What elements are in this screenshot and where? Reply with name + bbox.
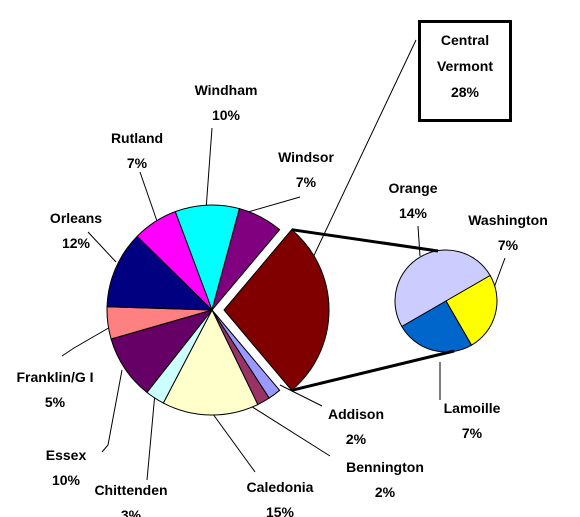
- category-label: Caledonia: [246, 479, 314, 495]
- leader-line: [417, 225, 421, 257]
- secondary-slice: [445, 274, 498, 346]
- leader-line: [279, 384, 323, 407]
- leader-line: [209, 409, 256, 473]
- value-label: 2%: [374, 484, 396, 500]
- pie-slice: [136, 211, 213, 311]
- leader-line: [247, 196, 301, 213]
- category-label: Bennington: [346, 459, 424, 475]
- slice-label: Addison 2%: [328, 402, 384, 452]
- slice-label: Windsor 7%: [278, 145, 334, 195]
- slice-label: Chittenden 3%: [94, 478, 167, 517]
- slice-label: Bennington 2%: [346, 455, 424, 505]
- pie-slice: [162, 308, 259, 416]
- value-label: 2%: [345, 431, 367, 447]
- category-label: Washington: [468, 212, 548, 228]
- leader-line: [205, 127, 213, 211]
- category-label: Orleans: [49, 210, 103, 226]
- secondary-label: Washington 7%: [468, 208, 548, 258]
- callout-box: Central Vermont 28%: [418, 20, 512, 122]
- category-label: Franklin/G I: [16, 369, 94, 385]
- value-label: 7%: [295, 174, 317, 190]
- category-label: Chittenden: [94, 482, 168, 498]
- pie-slice: [211, 208, 281, 311]
- category-label: Rutland: [110, 130, 164, 146]
- value-label: 7%: [497, 237, 519, 253]
- category-label: Windsor: [278, 149, 334, 165]
- pie-slice: [106, 235, 214, 311]
- connector-line: [291, 349, 455, 392]
- leader-line: [61, 325, 113, 357]
- slice-label: Rutland 7%: [111, 126, 163, 176]
- category-label: Central Vermont: [436, 32, 493, 74]
- category-label: Essex: [45, 447, 87, 463]
- leader-line: [87, 231, 117, 263]
- value-label: 10%: [211, 107, 241, 123]
- slice-label: Franklin/G I 5%: [16, 365, 93, 415]
- value-label: 12%: [61, 235, 91, 251]
- leader-line: [146, 392, 156, 481]
- value-label: 7%: [461, 425, 483, 441]
- value-label: 15%: [265, 504, 295, 517]
- slice-label: Essex 10%: [46, 443, 86, 493]
- value-label: 3%: [120, 507, 142, 517]
- category-label: Orange: [388, 180, 438, 196]
- slice-label: Windham 10%: [195, 78, 258, 128]
- leader-line: [139, 171, 159, 225]
- value-label: 7%: [126, 155, 148, 171]
- secondary-label: Lamoille 7%: [444, 396, 501, 446]
- leader-line: [101, 369, 123, 453]
- connector-line: [291, 228, 439, 253]
- pie-slice: [223, 228, 330, 392]
- value-label: 5%: [44, 394, 66, 410]
- category-label: Addison: [328, 406, 384, 422]
- secondary-slice: [394, 249, 491, 328]
- value-label: 28%: [450, 84, 480, 100]
- secondary-slice: [401, 300, 473, 353]
- category-label: Windham: [194, 82, 258, 98]
- value-label: 14%: [398, 205, 428, 221]
- slice-label: Caledonia 15%: [247, 475, 314, 517]
- leader-line: [299, 39, 417, 286]
- slice-label: Orleans 12%: [50, 206, 102, 256]
- value-label: 10%: [51, 472, 81, 488]
- category-label: Lamoille: [443, 400, 501, 416]
- secondary-label: Orange 14%: [388, 176, 437, 226]
